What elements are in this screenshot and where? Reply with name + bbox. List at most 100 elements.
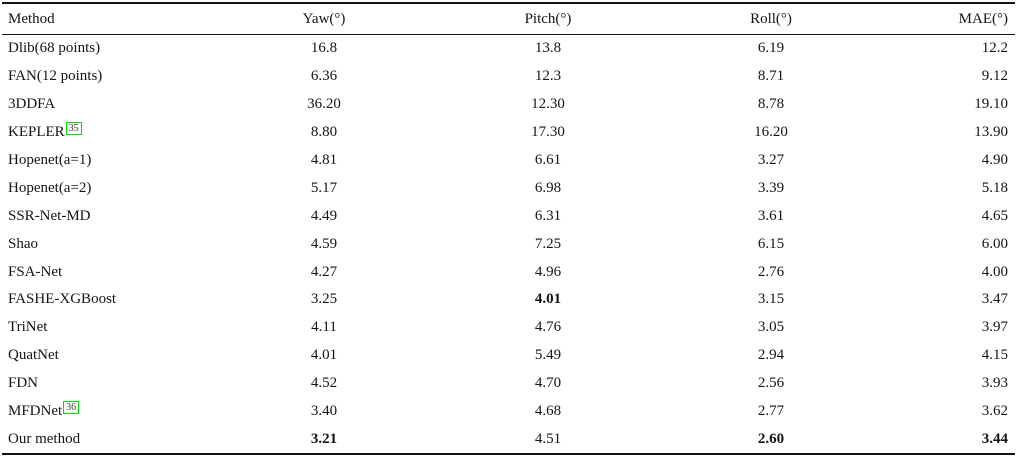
method-cell: TriNet <box>2 314 212 342</box>
table-row: 3DDFA 36.20 12.30 8.78 19.10 <box>2 91 1015 119</box>
method-cell: Hopenet(a=2) <box>2 174 212 202</box>
pitch-cell: 6.61 <box>534 152 562 168</box>
roll-cell: 2.94 <box>757 347 785 364</box>
method-label: MFDNet <box>8 403 63 420</box>
roll-cell: 8.71 <box>757 68 785 85</box>
mae-cell: 12.2 <box>981 40 1008 57</box>
mae-cell: 4.00 <box>981 263 1008 280</box>
yaw-cell: 5.17 <box>310 179 338 196</box>
table-row: TriNet 4.11 4.76 3.05 3.97 <box>2 314 1015 342</box>
roll-cell: 3.15 <box>757 291 785 308</box>
mae-cell: 9.12 <box>981 68 1008 85</box>
table-row: FASHE-XGBoost 3.25 4.01 3.15 3.47 <box>2 286 1015 314</box>
pitch-cell: 12.3 <box>534 68 562 85</box>
method-cell: QuatNet <box>2 342 212 370</box>
method-label: Our method <box>8 430 81 447</box>
table-row: FAN(12 points) 6.36 12.3 8.71 9.12 <box>2 63 1015 91</box>
yaw-cell: 8.80 <box>310 124 338 141</box>
method-cell: FSA-Net <box>2 258 212 286</box>
method-label: FAN(12 points) <box>8 68 103 85</box>
method-cell: 3DDFA <box>2 91 212 119</box>
mae-cell: 4.90 <box>981 152 1008 168</box>
col-header-mae: MAE(°) <box>882 3 1015 35</box>
yaw-cell: 3.21 <box>310 430 338 447</box>
citation-link[interactable]: 36 <box>63 401 80 415</box>
method-cell: SSR-Net-MD <box>2 202 212 230</box>
mae-cell: 5.18 <box>981 179 1008 196</box>
method-cell: FAN(12 points) <box>2 63 212 91</box>
method-label: Dlib(68 points) <box>8 40 101 57</box>
roll-cell: 2.77 <box>757 403 785 420</box>
method-label: Hopenet(a=1) <box>8 152 92 168</box>
method-cell: FASHE-XGBoost <box>2 286 212 314</box>
method-label: Hopenet(a=2) <box>8 179 92 196</box>
table-row: QuatNet 4.01 5.49 2.94 4.15 <box>2 342 1015 370</box>
method-cell: Our method <box>2 425 212 454</box>
pitch-cell: 4.70 <box>534 375 562 392</box>
roll-cell: 6.19 <box>757 40 785 57</box>
col-header-yaw: Yaw(°) <box>212 3 436 35</box>
method-label: FSA-Net <box>8 263 63 280</box>
pitch-cell: 4.96 <box>534 263 562 280</box>
pitch-cell: 13.8 <box>534 40 562 57</box>
roll-cell: 8.78 <box>757 96 785 113</box>
yaw-cell: 4.59 <box>310 235 338 252</box>
method-cell: KEPLER 35 <box>2 119 212 147</box>
roll-cell: 3.27 <box>757 152 785 168</box>
pitch-cell: 4.51 <box>534 430 562 447</box>
roll-cell: 2.60 <box>757 430 785 447</box>
pitch-cell: 12.30 <box>531 96 565 113</box>
method-label: QuatNet <box>8 347 59 364</box>
pitch-cell: 6.31 <box>534 207 562 224</box>
method-label: FDN <box>8 375 39 392</box>
yaw-cell: 4.11 <box>311 319 337 336</box>
mae-cell: 19.10 <box>974 96 1008 113</box>
yaw-cell: 16.8 <box>310 40 338 57</box>
table-row: MFDNet 36 3.40 4.68 2.77 3.62 <box>2 398 1015 426</box>
pitch-cell: 4.68 <box>534 403 562 420</box>
mae-cell: 4.15 <box>981 347 1008 364</box>
yaw-cell: 6.36 <box>310 68 338 85</box>
table-row: Hopenet(a=2) 5.17 6.98 3.39 5.18 <box>2 174 1015 202</box>
results-table: Method Yaw(°) Pitch(°) Roll(°) MAE(°) Dl… <box>2 2 1015 456</box>
table-body: Dlib(68 points) 16.8 13.8 6.19 12.2 FAN(12 po… <box>2 35 1015 455</box>
pitch-cell: 7.25 <box>534 235 562 252</box>
yaw-cell: 4.01 <box>310 347 338 364</box>
method-label: SSR-Net-MD <box>8 207 91 224</box>
roll-cell: 16.20 <box>754 124 788 141</box>
roll-cell: 6.15 <box>757 235 785 252</box>
table-row: Hopenet(a=1) 4.81 6.61 3.27 4.90 <box>2 147 1015 175</box>
mae-cell: 3.97 <box>981 319 1008 336</box>
roll-cell: 3.61 <box>757 207 785 224</box>
col-header-pitch: Pitch(°) <box>436 3 660 35</box>
table-row: FSA-Net 4.27 4.96 2.76 4.00 <box>2 258 1015 286</box>
method-label: FASHE-XGBoost <box>8 291 117 308</box>
method-label: TriNet <box>8 319 48 336</box>
yaw-cell: 4.49 <box>310 207 338 224</box>
method-label: KEPLER <box>8 124 65 141</box>
table-row: KEPLER 35 8.80 17.30 16.20 13.90 <box>2 119 1015 147</box>
citation-link[interactable]: 35 <box>65 122 82 136</box>
mae-cell: 6.00 <box>981 235 1008 252</box>
roll-cell: 2.76 <box>757 263 785 280</box>
yaw-cell: 4.81 <box>310 152 338 168</box>
yaw-cell: 4.27 <box>310 263 338 280</box>
yaw-cell: 4.52 <box>310 375 338 392</box>
col-header-roll: Roll(°) <box>660 3 882 35</box>
mae-cell: 3.47 <box>981 291 1008 308</box>
method-cell: Shao <box>2 230 212 258</box>
roll-cell: 3.05 <box>757 319 785 336</box>
table-row: Shao 4.59 7.25 6.15 6.00 <box>2 230 1015 258</box>
yaw-cell: 3.25 <box>310 291 338 308</box>
header-row: Method Yaw(°) Pitch(°) Roll(°) MAE(°) <box>2 3 1015 35</box>
table-row: Dlib(68 points) 16.8 13.8 6.19 12.2 <box>2 35 1015 63</box>
pitch-cell: 4.76 <box>534 319 562 336</box>
mae-cell: 13.90 <box>974 124 1008 141</box>
method-label: Shao <box>8 235 38 252</box>
pitch-cell: 5.49 <box>534 347 562 364</box>
mae-cell: 3.93 <box>981 375 1008 392</box>
method-cell: MFDNet 36 <box>2 398 212 426</box>
pitch-cell: 6.98 <box>534 179 562 196</box>
pitch-cell: 17.30 <box>531 124 565 141</box>
method-label: 3DDFA <box>8 96 56 113</box>
